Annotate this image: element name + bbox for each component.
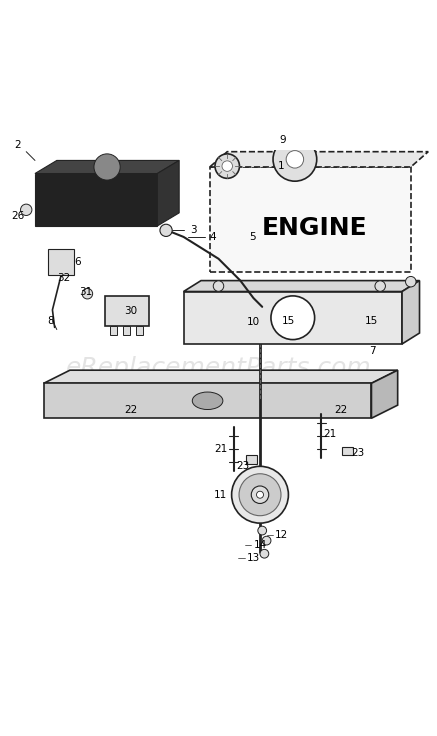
Text: 23: 23 [236, 461, 249, 471]
Text: 13: 13 [247, 553, 260, 563]
Polygon shape [44, 383, 371, 418]
Text: 15: 15 [365, 316, 378, 326]
Polygon shape [371, 370, 398, 418]
Text: 1: 1 [277, 161, 284, 171]
Text: 4: 4 [210, 232, 216, 242]
Polygon shape [184, 291, 402, 344]
Text: 3: 3 [190, 225, 197, 236]
Text: 21: 21 [214, 444, 227, 454]
Text: 12: 12 [275, 530, 288, 540]
Circle shape [375, 281, 385, 291]
Circle shape [213, 281, 224, 291]
Text: 9: 9 [280, 135, 286, 145]
Circle shape [258, 526, 267, 535]
Polygon shape [402, 280, 420, 344]
Circle shape [82, 289, 93, 299]
Circle shape [21, 204, 32, 216]
Circle shape [222, 161, 232, 171]
Circle shape [260, 549, 269, 558]
Text: 31: 31 [79, 286, 92, 297]
Text: 2: 2 [14, 140, 21, 149]
Circle shape [286, 151, 304, 168]
Polygon shape [35, 160, 179, 174]
Text: 5: 5 [249, 232, 256, 242]
Circle shape [239, 474, 281, 516]
Polygon shape [210, 152, 428, 167]
Text: 11: 11 [214, 489, 227, 500]
Circle shape [273, 138, 317, 181]
Bar [110, 325, 117, 335]
Circle shape [232, 467, 288, 523]
Text: 30: 30 [125, 306, 138, 316]
Polygon shape [342, 447, 353, 456]
Circle shape [406, 277, 416, 287]
Polygon shape [210, 167, 411, 272]
Text: 15: 15 [282, 316, 295, 326]
Text: 23: 23 [352, 448, 365, 459]
Circle shape [215, 154, 239, 178]
Text: 14: 14 [253, 540, 267, 550]
Polygon shape [44, 370, 398, 383]
Text: eReplacementParts.com: eReplacementParts.com [66, 356, 371, 380]
Circle shape [271, 296, 315, 339]
Circle shape [257, 491, 264, 498]
Polygon shape [35, 174, 157, 226]
Text: 7: 7 [369, 345, 376, 355]
Text: 22: 22 [334, 405, 347, 414]
Polygon shape [105, 296, 149, 327]
Polygon shape [48, 249, 74, 275]
Text: 26: 26 [11, 211, 24, 221]
Text: 22: 22 [125, 405, 138, 414]
Text: 8: 8 [47, 316, 54, 326]
Text: 10: 10 [247, 317, 260, 327]
Polygon shape [157, 160, 179, 226]
Bar [136, 325, 143, 335]
Circle shape [160, 224, 172, 236]
Circle shape [262, 537, 271, 545]
Circle shape [251, 486, 269, 503]
Text: ENGINE: ENGINE [262, 216, 368, 240]
Polygon shape [184, 280, 420, 291]
Ellipse shape [192, 392, 223, 409]
Text: 32: 32 [57, 273, 70, 283]
Text: 21: 21 [323, 428, 336, 439]
Bar [123, 325, 130, 335]
Polygon shape [246, 456, 257, 464]
Text: 6: 6 [74, 257, 81, 267]
Circle shape [94, 154, 120, 180]
